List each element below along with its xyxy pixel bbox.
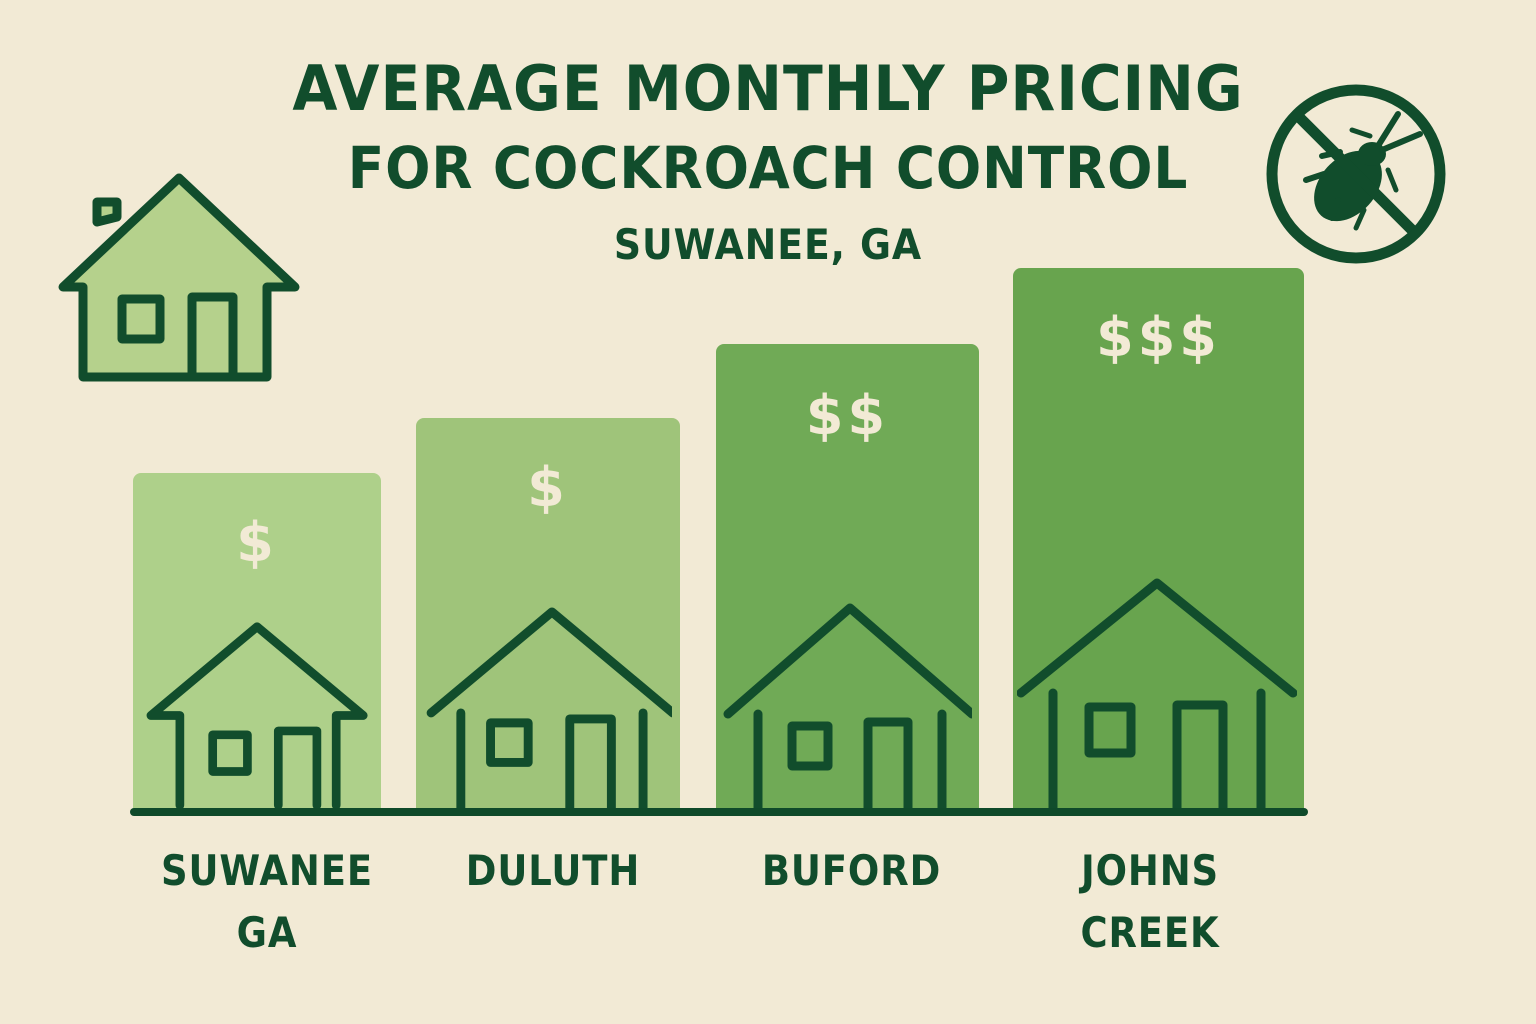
- bar-duluth: $: [416, 418, 680, 812]
- price-level-label: $$$: [1096, 306, 1221, 369]
- price-level-label: $$: [805, 384, 890, 447]
- x-axis-baseline: [130, 808, 1308, 816]
- house-icon: [1017, 578, 1297, 812]
- no-cockroach-icon: [1266, 84, 1446, 264]
- house-icon: [58, 173, 300, 382]
- price-level-label: $: [236, 511, 278, 574]
- house-icon: [146, 622, 368, 810]
- x-label-buford: BUFORD: [761, 846, 942, 895]
- x-label-suwanee: SUWANEE GA: [161, 846, 373, 957]
- price-level-label: $: [527, 456, 569, 519]
- house-icon: [723, 603, 972, 812]
- bar-suwanee: $: [133, 473, 381, 812]
- house-icon: [426, 607, 672, 812]
- chart-title-line-1: AVERAGE MONTHLY PRICING: [292, 52, 1244, 125]
- bar-buford: $$: [716, 344, 979, 812]
- x-label-johns-creek: JOHNS CREEK: [1080, 846, 1220, 957]
- bar-johns-creek: $$$: [1013, 268, 1304, 812]
- chart-subtitle: SUWANEE, GA: [613, 220, 923, 269]
- chart-title-line-2: FOR COCKROACH CONTROL: [347, 134, 1189, 202]
- x-label-duluth: DULUTH: [465, 846, 641, 895]
